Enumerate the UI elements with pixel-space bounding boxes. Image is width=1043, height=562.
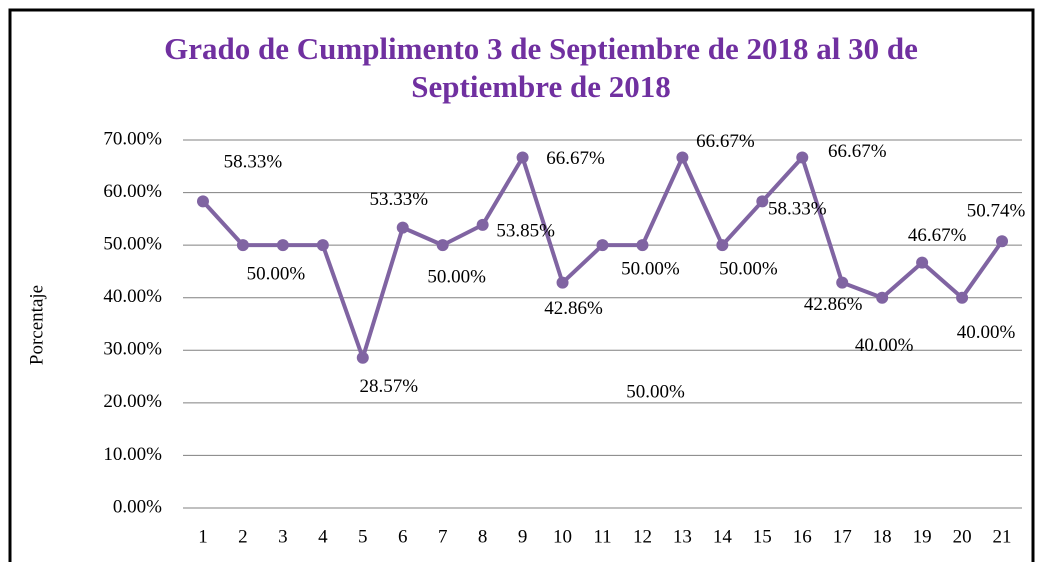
data-label: 50.74% (967, 201, 1026, 222)
x-tick-label: 6 (398, 526, 408, 547)
data-point (196, 195, 209, 208)
x-tick-label: 14 (713, 526, 733, 547)
data-point (716, 239, 729, 252)
data-point (756, 195, 769, 208)
x-tick-label: 20 (953, 526, 972, 547)
x-tick-label: 8 (478, 526, 488, 547)
x-tick-label: 17 (833, 526, 852, 547)
x-tick-label: 1 (198, 526, 208, 547)
data-point (476, 218, 489, 231)
data-label: 50.00% (247, 264, 306, 285)
x-tick-label: 4 (318, 526, 328, 547)
x-tick-label: 5 (358, 526, 368, 547)
data-label: 66.67% (546, 148, 605, 169)
data-point (436, 239, 449, 252)
y-tick-label: 60.00% (103, 181, 162, 202)
x-tick-label: 15 (753, 526, 772, 547)
data-label: 50.00% (427, 267, 486, 288)
data-point (276, 239, 289, 252)
data-label: 50.00% (719, 259, 778, 280)
data-point (396, 221, 409, 234)
y-tick-label: 50.00% (103, 234, 162, 255)
y-tick-label: 20.00% (103, 391, 162, 412)
data-label: 50.00% (626, 382, 685, 403)
data-point (836, 276, 849, 289)
data-point (356, 351, 369, 364)
data-point (556, 276, 569, 289)
data-point (596, 239, 609, 252)
data-label: 40.00% (957, 322, 1016, 343)
data-label: 53.33% (369, 189, 428, 210)
data-point (996, 235, 1009, 248)
x-tick-label: 21 (993, 526, 1012, 547)
frame-border (8, 8, 1035, 562)
data-label: 50.00% (621, 259, 680, 280)
x-tick-label: 19 (913, 526, 932, 547)
data-label: 40.00% (855, 335, 914, 356)
x-tick-label: 13 (673, 526, 692, 547)
data-point (956, 291, 969, 304)
data-point (876, 291, 889, 304)
x-tick-label: 11 (593, 526, 611, 547)
data-label: 66.67% (828, 141, 887, 162)
x-tick-label: 10 (553, 526, 572, 547)
data-label: 58.33% (224, 152, 283, 173)
x-tick-label: 9 (518, 526, 528, 547)
data-point (916, 256, 929, 269)
x-tick-label: 3 (278, 526, 288, 547)
data-label: 58.33% (768, 199, 827, 220)
y-tick-label: 10.00% (103, 444, 162, 465)
data-label: 42.86% (544, 298, 603, 319)
x-tick-label: 16 (793, 526, 812, 547)
data-label: 28.57% (359, 376, 418, 397)
y-tick-label: 0.00% (113, 496, 162, 517)
y-tick-label: 70.00% (103, 128, 162, 149)
data-point (516, 151, 529, 164)
data-point (636, 239, 649, 252)
y-axis-label: Porcentaje (26, 285, 47, 365)
x-tick-label: 2 (238, 526, 248, 547)
data-label: 46.67% (908, 225, 967, 246)
data-point (796, 151, 809, 164)
x-tick-label: 7 (438, 526, 448, 547)
data-point (236, 239, 249, 252)
data-point (676, 151, 689, 164)
data-label: 42.86% (804, 294, 863, 315)
x-tick-label: 12 (633, 526, 652, 547)
series-line (201, 155, 1004, 360)
x-tick-label: 18 (873, 526, 892, 547)
y-tick-label: 40.00% (103, 286, 162, 307)
chart-title: Grado de Cumplimento 3 de Septiembre de … (164, 31, 918, 104)
data-point (316, 239, 329, 252)
data-label: 53.85% (496, 220, 555, 241)
data-label: 66.67% (696, 131, 755, 152)
y-tick-label: 30.00% (103, 339, 162, 360)
